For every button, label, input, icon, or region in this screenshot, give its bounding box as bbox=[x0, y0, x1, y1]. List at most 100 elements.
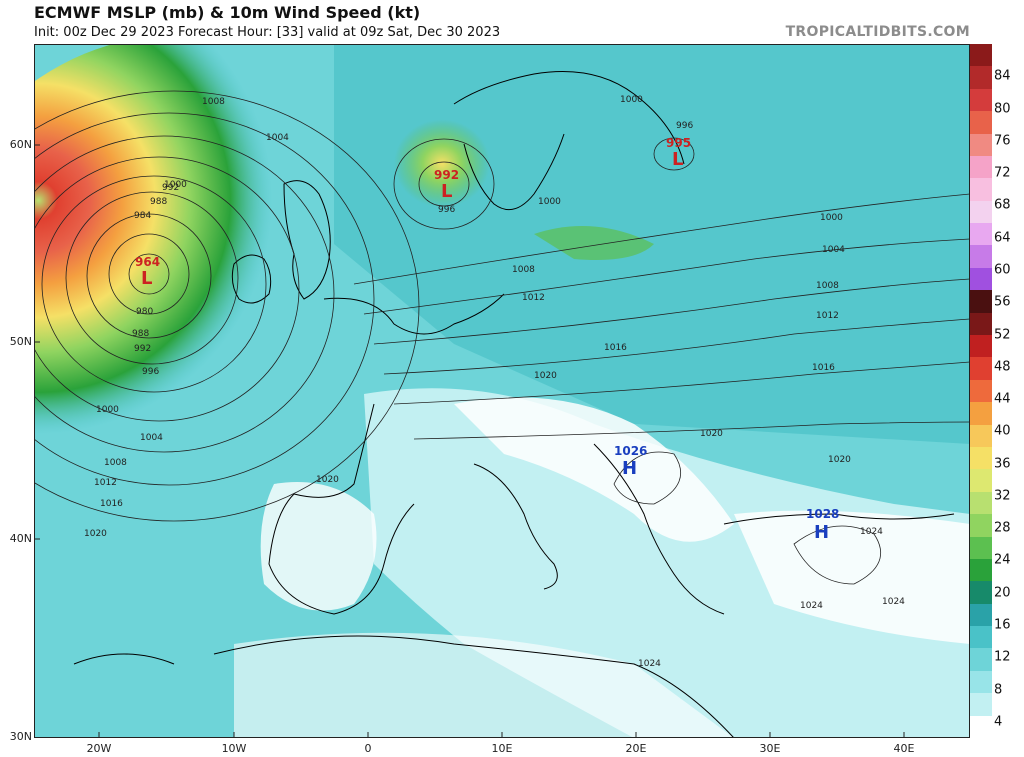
map-subtitle: Init: 00z Dec 29 2023 Forecast Hour: [33… bbox=[34, 25, 501, 40]
lon-label: 20E bbox=[625, 742, 647, 755]
isobar-label: 1000 bbox=[538, 197, 561, 207]
colorbar-label: 76 bbox=[994, 133, 1011, 149]
wind-speed-colorbar: 84 80 76 72 68 64 60 56 52 48 44 40 36 32 28 24 20 16 12 8 4 bbox=[970, 44, 1024, 739]
colorbar-swatch bbox=[970, 648, 992, 672]
colorbar-swatch bbox=[970, 312, 992, 336]
colorbar-label: 64 bbox=[994, 230, 1011, 246]
colorbar-label: 44 bbox=[994, 391, 1011, 407]
colorbar-label: 24 bbox=[994, 552, 1011, 568]
isobar-label: 1000 bbox=[820, 213, 843, 223]
colorbar-swatch bbox=[970, 581, 992, 605]
low-pressure-marker: L bbox=[141, 268, 152, 289]
colorbar-label: 60 bbox=[994, 262, 1011, 278]
colorbar-swatch bbox=[970, 424, 992, 448]
colorbar-swatch bbox=[970, 223, 992, 246]
isobar-label: 1024 bbox=[638, 659, 661, 669]
lon-label: 10W bbox=[221, 742, 247, 755]
colorbar-swatch bbox=[970, 626, 992, 649]
lon-label: 40E bbox=[893, 742, 915, 755]
colorbar-swatch bbox=[970, 715, 992, 739]
colorbar-swatch bbox=[970, 133, 992, 157]
isobar-label: 1016 bbox=[604, 343, 627, 353]
colorbar-swatch bbox=[970, 491, 992, 515]
colorbar-label: 4 bbox=[994, 714, 1003, 730]
colorbar-label: 8 bbox=[994, 682, 1003, 698]
isobar-label: 992 bbox=[134, 344, 151, 354]
isobar-label: 1008 bbox=[512, 265, 535, 275]
colorbar-label: 20 bbox=[994, 585, 1011, 601]
colorbar-swatch bbox=[970, 379, 992, 403]
colorbar-label: 56 bbox=[994, 294, 1011, 310]
colorbar-swatch bbox=[970, 357, 992, 381]
map-title: ECMWF MSLP (mb) & 10m Wind Speed (kt) bbox=[34, 3, 421, 22]
isobar-label: 1012 bbox=[522, 293, 545, 303]
pressure-center-group: 964 L 992 L 995 L 1026 H 1028 H bbox=[135, 136, 839, 543]
colorbar-swatch bbox=[970, 66, 992, 90]
isobar-label: 1016 bbox=[100, 499, 123, 509]
colorbar-swatch bbox=[970, 603, 992, 627]
isobar-label: 1004 bbox=[266, 133, 289, 143]
colorbar-swatch bbox=[970, 290, 992, 314]
isobar-label: 1020 bbox=[700, 429, 723, 439]
colorbar-label: 48 bbox=[994, 359, 1011, 375]
colorbar-swatch bbox=[970, 178, 992, 202]
calm-land-balkans bbox=[454, 397, 734, 542]
colorbar-swatch bbox=[970, 267, 992, 291]
lat-label: 60N bbox=[9, 138, 32, 151]
low-pressure-marker: L bbox=[672, 149, 683, 170]
isobar-label: 1008 bbox=[104, 458, 127, 468]
high-pressure-value: 1026 bbox=[614, 444, 647, 458]
map-frame bbox=[34, 44, 970, 738]
colorbar-swatch bbox=[970, 200, 992, 224]
colorbar-swatch bbox=[970, 536, 992, 560]
isobar-label: 1024 bbox=[882, 597, 905, 607]
lat-label: 50N bbox=[9, 335, 32, 348]
colorbar-swatch bbox=[970, 446, 992, 470]
high-pressure-marker: H bbox=[622, 458, 637, 479]
north-sea-wind-field bbox=[334, 104, 574, 324]
colorbar-swatch bbox=[970, 670, 992, 694]
calm-land-turkey bbox=[734, 510, 970, 644]
isobar-label: 996 bbox=[438, 205, 455, 215]
colorbar-swatch bbox=[970, 111, 992, 135]
site-brand[interactable]: TROPICALTIDBITS.COM bbox=[785, 24, 970, 40]
weather-map[interactable]: 1008 1004 1000 992 988 984 980 988 992 9… bbox=[34, 44, 970, 738]
isobar-label: 1024 bbox=[860, 527, 883, 537]
isobar-label: 1012 bbox=[94, 478, 117, 488]
baltic-wind-streak bbox=[534, 226, 654, 260]
lon-label: 0 bbox=[364, 742, 372, 755]
isobar-label: 1020 bbox=[316, 475, 339, 485]
isobar-label: 992 bbox=[162, 183, 179, 193]
isobar-label: 984 bbox=[134, 211, 151, 221]
lat-label: 40N bbox=[9, 532, 32, 545]
low-pressure-value: 992 bbox=[434, 168, 459, 182]
colorbar-label: 52 bbox=[994, 327, 1011, 342]
colorbar-swatch bbox=[970, 88, 992, 112]
colorbar-label: 12 bbox=[994, 649, 1011, 665]
colorbar-label: 80 bbox=[994, 101, 1011, 117]
colorbar-swatch bbox=[970, 335, 992, 358]
low-pressure-value: 964 bbox=[135, 255, 160, 269]
high-pressure-value: 1028 bbox=[806, 507, 839, 521]
isobar-label: 1004 bbox=[822, 245, 845, 255]
colorbar-label: 36 bbox=[994, 456, 1011, 472]
colorbar-swatch bbox=[970, 245, 992, 269]
lon-label: 20W bbox=[86, 742, 112, 755]
colorbar-swatch bbox=[970, 693, 992, 717]
isobar-label: 988 bbox=[150, 197, 167, 207]
isobar-label: 996 bbox=[142, 367, 159, 377]
coastlines bbox=[73, 71, 955, 738]
isobar-label: 988 bbox=[132, 329, 149, 339]
isobar-label: 1016 bbox=[812, 363, 835, 373]
colorbar-label: 16 bbox=[994, 617, 1011, 633]
low-pressure-marker: L bbox=[441, 181, 452, 202]
colorbar-swatch bbox=[970, 558, 992, 582]
colorbar-label: 68 bbox=[994, 197, 1011, 213]
isobar-label: 1012 bbox=[816, 311, 839, 321]
isobar-label: 1020 bbox=[534, 371, 557, 381]
lat-label: 30N bbox=[9, 730, 32, 743]
colorbar-label: 40 bbox=[994, 423, 1011, 439]
colorbar-label: 72 bbox=[994, 165, 1011, 181]
calm-land-africa bbox=[234, 632, 734, 738]
isobar-label: 996 bbox=[676, 121, 693, 131]
